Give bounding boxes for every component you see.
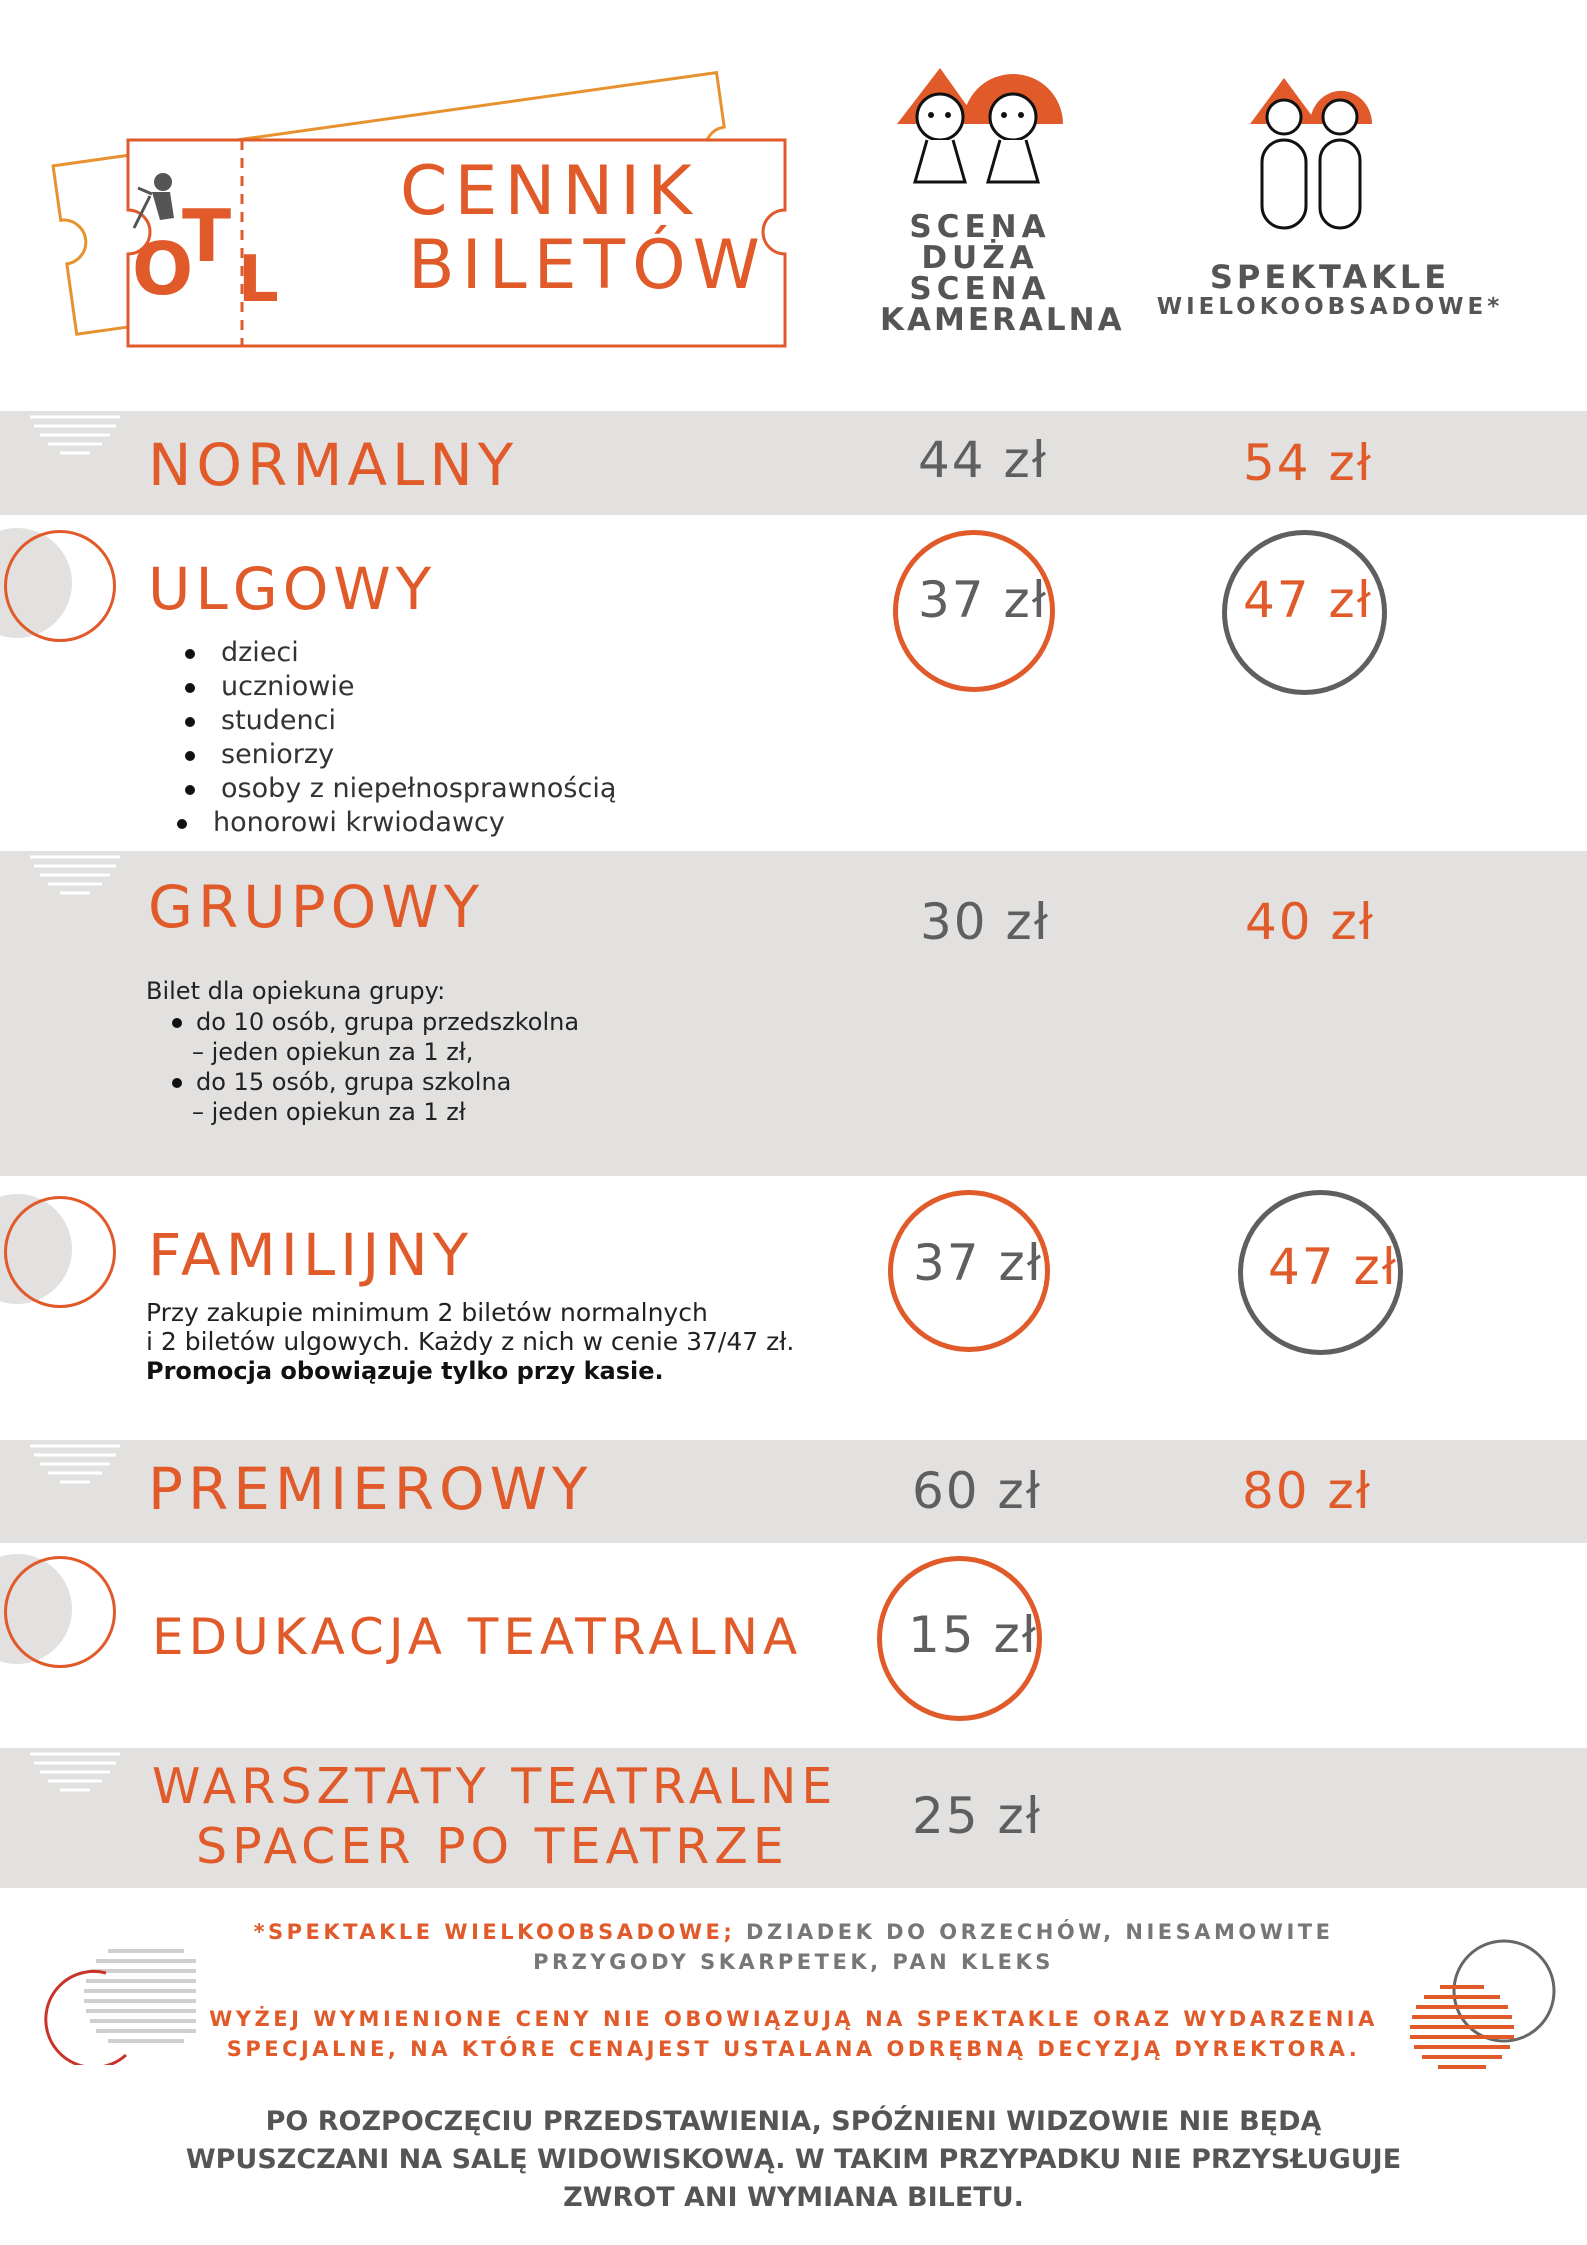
- grupowy-item1-line2: – jeden opiekun za 1 zł,: [192, 1038, 474, 1066]
- price-ring-gray: [1238, 1190, 1403, 1355]
- footnote-rest: DZIADEK DO ORZECHÓW, NIESAMOWITE: [735, 1920, 1334, 1944]
- column-header-spektakle: SPEKTAKLE WIELOKOOBSADOWE*: [1140, 260, 1520, 320]
- late-notice-line3: ZWROT ANI WYMIANA BILETU.: [563, 2182, 1024, 2213]
- circle-deco-orange: [4, 1556, 116, 1668]
- page-title-line1: CENNIK: [400, 152, 699, 231]
- band-warsztaty: [0, 1748, 1587, 1888]
- circle-deco-orange: [4, 1196, 116, 1308]
- grupowy-item2-line2: – jeden opiekun za 1 zł: [192, 1098, 466, 1126]
- late-notice-line1: PO ROZPOCZĘCIU PRZEDSTAWIENIA, SPÓŹNIENI…: [265, 2106, 1322, 2137]
- list-item: osoby z niepełnosprawnością: [185, 772, 616, 806]
- label-spacer: SPACER PO TEATRZE: [196, 1818, 789, 1875]
- column-header-scena: SCENA DUŻA SCENA KAMERALNA: [880, 209, 1125, 338]
- footnote-wielkoobsadowe: *SPEKTAKLE WIELKOOBSADOWE; DZIADEK DO OR…: [0, 1920, 1587, 1944]
- label-familijny: FAMILIJNY: [148, 1221, 474, 1289]
- footnote-line2: PRZYGODY SKARPETEK, PAN KLEKS: [533, 1950, 1054, 1974]
- price-premierowy-scena: 60 zł: [912, 1462, 1042, 1520]
- ticket-graphic: [51, 70, 787, 348]
- striped-semicircle-deco: [30, 1752, 120, 1792]
- band-premierowy: [0, 1440, 1587, 1543]
- label-normalny: NORMALNY: [148, 431, 519, 499]
- band-normalny: [0, 411, 1587, 515]
- list-item: seniorzy: [185, 738, 616, 772]
- price-ulgowy-scena: 37 zł: [918, 571, 1048, 629]
- price-premierowy-spektakle: 80 zł: [1242, 1462, 1372, 1520]
- label-ulgowy: ULGOWY: [148, 555, 437, 623]
- logo-letter-t: T: [182, 194, 232, 278]
- price-grupowy-spektakle: 40 zł: [1245, 893, 1375, 951]
- label-grupowy: GRUPOWY: [148, 873, 485, 941]
- band-grupowy: [0, 851, 1587, 1176]
- list-item: honorowi krwiodawcy: [177, 806, 616, 840]
- footnote-highlight: *SPEKTAKLE WIELKOOBSADOWE;: [253, 1920, 736, 1944]
- logo-letter-l: L: [238, 243, 279, 317]
- grupowy-item2: do 15 osób, grupa szkolna: [172, 1067, 511, 1097]
- price-ring-orange: [877, 1556, 1042, 1721]
- late-notice-line2: WPUSZCZANI NA SALĘ WIDOWISKOWĄ. W TAKIM …: [185, 2144, 1402, 2175]
- column-header-line: KAMERALNA: [880, 302, 1125, 338]
- grupowy-item2-line1: do 15 osób, grupa szkolna: [196, 1068, 512, 1096]
- column-header-line: SPEKTAKLE: [1209, 258, 1451, 296]
- striped-semicircle-deco: [30, 1444, 120, 1484]
- price-edukacja-scena: 15 zł: [908, 1606, 1038, 1664]
- label-warsztaty: WARSZTATY TEATRALNE: [152, 1758, 838, 1815]
- grupowy-item1: do 10 osób, grupa przedszkolna: [172, 1007, 579, 1037]
- pricing-notice-line1: WYŻEJ WYMIENIONE CENY NIE OBOWIĄZUJĄ NA …: [209, 2007, 1378, 2031]
- list-item: dzieci: [185, 636, 616, 670]
- column-header-line: SCENA: [909, 271, 1051, 307]
- label-edukacja: EDUKACJA TEATRALNA: [152, 1608, 803, 1666]
- kids-masks-icon: [897, 68, 1063, 184]
- price-grupowy-scena: 30 zł: [920, 893, 1050, 951]
- column-header-line: WIELOKOOBSADOWE*: [1156, 294, 1504, 320]
- circle-deco-orange: [4, 530, 116, 642]
- grupowy-intro: Bilet dla opiekuna grupy:: [146, 977, 446, 1005]
- familijny-desc-line1: Przy zakupie minimum 2 biletów normalnyc…: [146, 1298, 708, 1327]
- price-familijny-spektakle: 47 zł: [1268, 1238, 1398, 1296]
- familijny-desc-bold: Promocja obowiązuje tylko przy kasie.: [146, 1357, 664, 1385]
- ulgowy-list: dzieci uczniowie studenci seniorzy osoby…: [177, 636, 616, 840]
- adults-masks-icon: [1250, 78, 1372, 230]
- grupowy-item1-line1: do 10 osób, grupa przedszkolna: [196, 1008, 580, 1036]
- page-title-line2: BILETÓW: [408, 226, 767, 305]
- list-item: uczniowie: [185, 670, 616, 704]
- familijny-desc-line2: i 2 biletów ulgowych. Każdy z nich w cen…: [146, 1327, 795, 1356]
- pricing-notice-line2: SPECJALNE, NA KTÓRE CENAJEST USTALANA OD…: [226, 2037, 1361, 2061]
- price-ulgowy-spektakle: 47 zł: [1243, 571, 1373, 629]
- footer-right-deco: [1410, 1939, 1556, 2069]
- footer-left-deco: [44, 1949, 196, 2065]
- price-normalny-scena: 44 zł: [918, 431, 1048, 489]
- list-item: studenci: [185, 704, 616, 738]
- logo-letter-o: O: [132, 227, 194, 311]
- price-warsztaty-scena: 25 zł: [912, 1787, 1042, 1845]
- price-ring-orange: [893, 530, 1055, 692]
- price-normalny-spektakle: 54 zł: [1243, 434, 1373, 492]
- striped-semicircle-deco: [30, 415, 120, 455]
- column-header-line: SCENA: [909, 209, 1051, 245]
- column-header-line: DUŻA: [921, 240, 1039, 276]
- price-familijny-scena: 37 zł: [913, 1234, 1043, 1292]
- label-premierowy: PREMIEROWY: [148, 1455, 593, 1523]
- price-ring-orange: [888, 1190, 1050, 1352]
- price-ring-gray: [1222, 530, 1387, 695]
- striped-semicircle-deco: [30, 855, 120, 895]
- figure-icon: [132, 173, 174, 229]
